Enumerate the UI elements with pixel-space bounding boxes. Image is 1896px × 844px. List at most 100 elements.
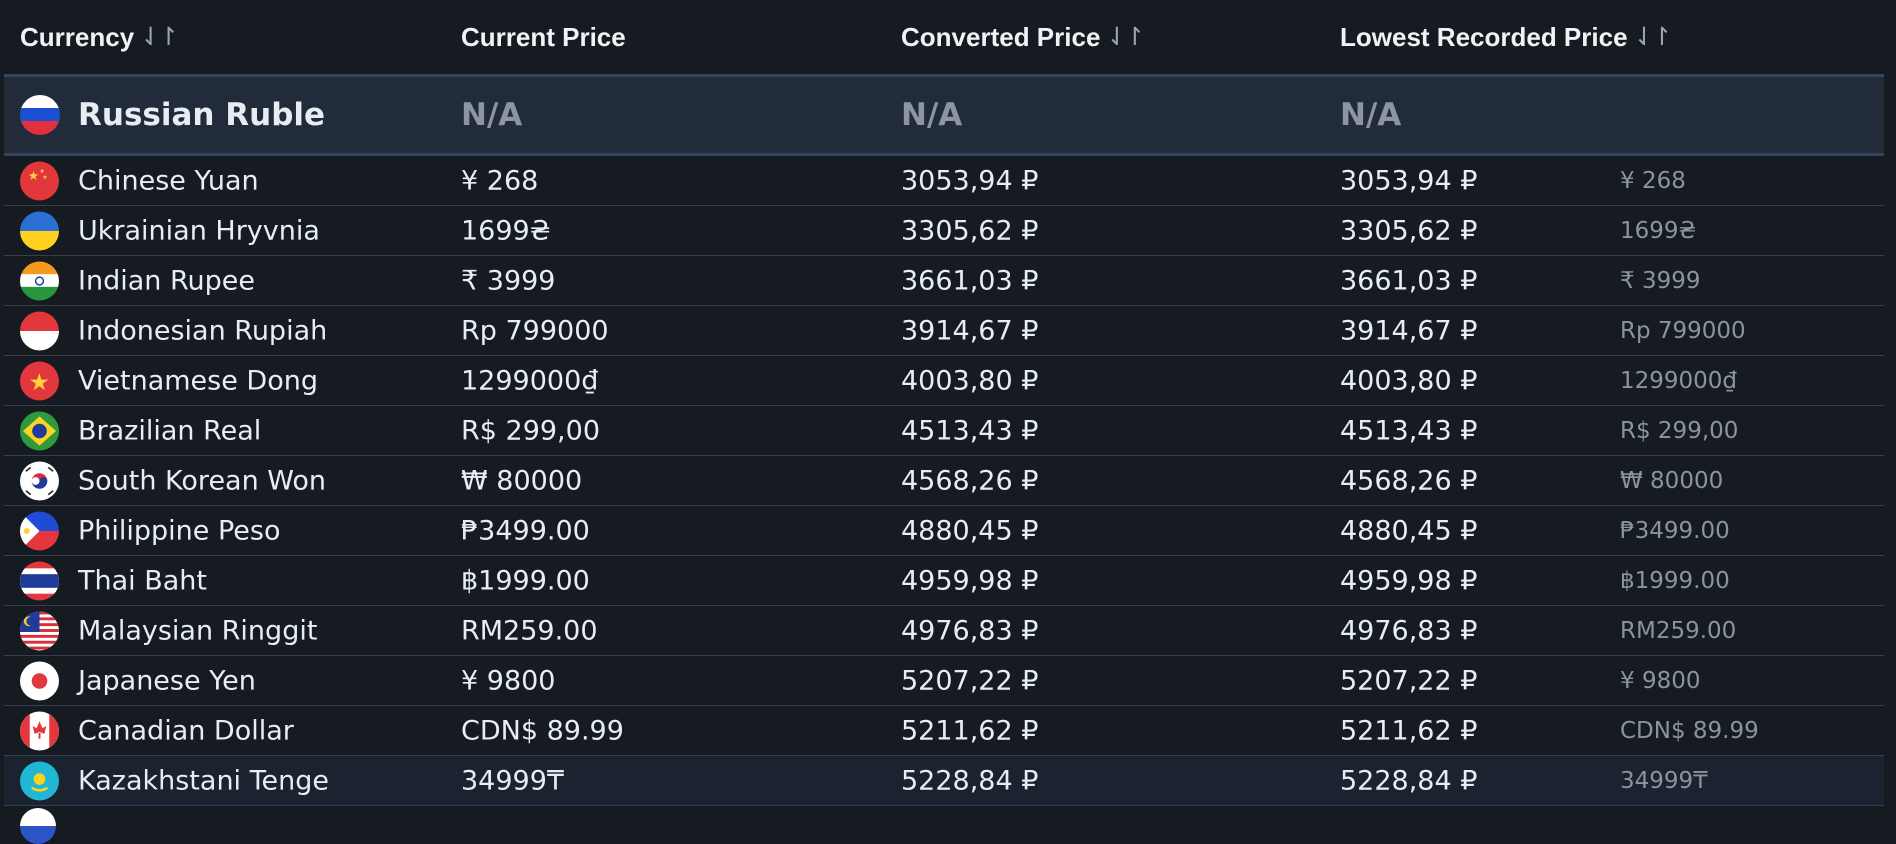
table-row[interactable]: Brazilian Real R$ 299,00 4513,43 ₽ 4513,43 … bbox=[4, 406, 1884, 456]
price-table: Currency ⇃↾ Current Price Converted Pric… bbox=[4, 0, 1884, 806]
lowest-price: 4880,45 ₽ bbox=[1340, 515, 1478, 546]
currency-name: Japanese Yen bbox=[78, 665, 256, 696]
svg-text:★: ★ bbox=[28, 168, 39, 183]
flag-kazakhstan-icon bbox=[20, 761, 59, 800]
table-row[interactable]: South Korean Won ₩ 80000 4568,26 ₽ 4568,26 … bbox=[4, 456, 1884, 506]
lowest-price: 3053,94 ₽ bbox=[1340, 165, 1478, 196]
col-header-converted-price[interactable]: Converted Price ⇃↾ bbox=[901, 21, 1145, 53]
current-price: ¥ 9800 bbox=[461, 665, 556, 696]
converted-price: 3305,62 ₽ bbox=[901, 215, 1039, 246]
converted-price: 4568,26 ₽ bbox=[901, 465, 1039, 496]
current-price: ฿1999.00 bbox=[461, 565, 590, 596]
flag-india-icon bbox=[20, 261, 59, 300]
flag-canada-icon bbox=[20, 711, 59, 750]
converted-price: 5207,22 ₽ bbox=[901, 665, 1039, 696]
currency-name: Thai Baht bbox=[78, 565, 208, 596]
col-header-converted-price-label: Converted Price bbox=[901, 21, 1101, 52]
current-price: ₩ 80000 bbox=[461, 465, 583, 496]
lowest-original-price: 34999₸ bbox=[1620, 767, 1708, 794]
lowest-original-price: ₩ 80000 bbox=[1620, 467, 1724, 494]
lowest-price: 5207,22 ₽ bbox=[1340, 665, 1478, 696]
table-row[interactable]: Japanese Yen ¥ 9800 5207,22 ₽ 5207,22 ₽ ¥ 98… bbox=[4, 656, 1884, 706]
flag-japan-icon bbox=[20, 661, 59, 700]
table-header: Currency ⇃↾ Current Price Converted Pric… bbox=[4, 0, 1884, 77]
sort-icon[interactable]: ⇃↾ bbox=[1106, 23, 1145, 51]
converted-price: 3053,94 ₽ bbox=[901, 165, 1039, 196]
lowest-original-price: ฿1999.00 bbox=[1620, 567, 1730, 594]
flag-south-korea-icon bbox=[20, 461, 59, 500]
current-price: N/A bbox=[461, 97, 523, 133]
currency-name: Russian Ruble bbox=[78, 97, 326, 133]
table-row[interactable]: Kazakhstani Tenge 34999₸ 5228,84 ₽ 5228,84 … bbox=[4, 756, 1884, 806]
lowest-original-price: ₹ 3999 bbox=[1620, 267, 1701, 294]
currency-name: Indian Rupee bbox=[78, 265, 255, 296]
lowest-original-price: Rp 799000 bbox=[1620, 317, 1746, 344]
converted-price: 5228,84 ₽ bbox=[901, 765, 1039, 796]
converted-price: 4880,45 ₽ bbox=[901, 515, 1039, 546]
currency-name: Vietnamese Dong bbox=[78, 365, 318, 396]
currency-name: Kazakhstani Tenge bbox=[78, 765, 330, 796]
currency-name: South Korean Won bbox=[78, 465, 327, 496]
flag-indonesia-icon bbox=[20, 311, 59, 350]
flag-partial-icon bbox=[20, 808, 56, 844]
table-row[interactable]: Thai Baht ฿1999.00 4959,98 ₽ 4959,98 ₽ ฿1999… bbox=[4, 556, 1884, 606]
current-price: Rp 799000 bbox=[461, 315, 609, 346]
table-row[interactable]: ★ Vietnamese Dong 1299000₫ 4003,80 ₽ 4003,80… bbox=[4, 356, 1884, 406]
svg-text:★: ★ bbox=[42, 174, 47, 181]
current-price: CDN$ 89.99 bbox=[461, 715, 624, 746]
flag-china-icon: ★ ★ ★ bbox=[20, 161, 59, 200]
currency-name: Philippine Peso bbox=[78, 515, 281, 546]
flag-ukraine-icon bbox=[20, 211, 59, 250]
current-price: R$ 299,00 bbox=[461, 415, 600, 446]
converted-price: 5211,62 ₽ bbox=[901, 715, 1039, 746]
table-row[interactable]: Indonesian Rupiah Rp 799000 3914,67 ₽ 3914,… bbox=[4, 306, 1884, 356]
col-header-lowest-price-label: Lowest Recorded Price bbox=[1340, 21, 1628, 52]
table-row[interactable]: Canadian Dollar CDN$ 89.99 5211,62 ₽ 5211,6… bbox=[4, 706, 1884, 756]
table-row[interactable]: ★ ★ ★ Chinese Yuan ¥ 268 3053,94 ₽ 3053,94 ₽ ¥ … bbox=[4, 156, 1884, 206]
col-header-current-price-label: Current Price bbox=[461, 21, 626, 52]
lowest-price: 4513,43 ₽ bbox=[1340, 415, 1478, 446]
lowest-original-price: ₱3499.00 bbox=[1620, 517, 1730, 544]
lowest-price: 4003,80 ₽ bbox=[1340, 365, 1478, 396]
lowest-price: 3914,67 ₽ bbox=[1340, 315, 1478, 346]
table-row[interactable]: Ukrainian Hryvnia 1699₴ 3305,62 ₽ 3305,62 ₽… bbox=[4, 206, 1884, 256]
lowest-price: 4976,83 ₽ bbox=[1340, 615, 1478, 646]
lowest-original-price: RM259.00 bbox=[1620, 617, 1737, 644]
current-price: ₹ 3999 bbox=[461, 265, 556, 296]
col-header-lowest-price[interactable]: Lowest Recorded Price ⇃↾ bbox=[1340, 21, 1673, 53]
sort-icon[interactable]: ⇃↾ bbox=[1633, 23, 1673, 51]
current-price: ¥ 268 bbox=[461, 165, 539, 196]
table-row[interactable]: Malaysian Ringgit RM259.00 4976,83 ₽ 4976,8… bbox=[4, 606, 1884, 656]
converted-price: 3661,03 ₽ bbox=[901, 265, 1039, 296]
lowest-original-price: 1699₴ bbox=[1620, 217, 1697, 244]
table-row[interactable]: Indian Rupee ₹ 3999 3661,03 ₽ 3661,03 ₽ ₹ 39… bbox=[4, 256, 1884, 306]
current-price: RM259.00 bbox=[461, 615, 598, 646]
converted-price: 4959,98 ₽ bbox=[901, 565, 1039, 596]
currency-name: Ukrainian Hryvnia bbox=[78, 215, 320, 246]
svg-text:★: ★ bbox=[29, 367, 50, 395]
currency-name: Chinese Yuan bbox=[78, 165, 259, 196]
col-header-currency[interactable]: Currency ⇃↾ bbox=[20, 22, 179, 53]
flag-philippines-icon bbox=[20, 511, 59, 550]
current-price: 1299000₫ bbox=[461, 365, 599, 396]
flag-vietnam-icon: ★ bbox=[20, 361, 59, 400]
currency-name: Indonesian Rupiah bbox=[78, 315, 328, 346]
lowest-price: 3305,62 ₽ bbox=[1340, 215, 1478, 246]
currency-name: Canadian Dollar bbox=[78, 715, 294, 746]
svg-text:★: ★ bbox=[40, 168, 45, 175]
table-row-featured[interactable]: Russian Ruble N/A N/A N/A bbox=[4, 77, 1884, 156]
col-header-current-price: Current Price bbox=[461, 22, 626, 53]
currency-name: Malaysian Ringgit bbox=[78, 615, 318, 646]
current-price: 34999₸ bbox=[461, 765, 565, 796]
flag-russia-icon bbox=[20, 95, 60, 135]
currency-name: Brazilian Real bbox=[78, 415, 262, 446]
table-row[interactable]: Philippine Peso ₱3499.00 4880,45 ₽ 4880,45 … bbox=[4, 506, 1884, 556]
converted-price: 4513,43 ₽ bbox=[901, 415, 1039, 446]
current-price: ₱3499.00 bbox=[461, 515, 590, 546]
lowest-price: 5211,62 ₽ bbox=[1340, 715, 1478, 746]
converted-price: 4976,83 ₽ bbox=[901, 615, 1039, 646]
sort-icon[interactable]: ⇃↾ bbox=[140, 23, 179, 51]
lowest-price: 3661,03 ₽ bbox=[1340, 265, 1478, 296]
lowest-price: 5228,84 ₽ bbox=[1340, 765, 1478, 796]
lowest-original-price: ¥ 268 bbox=[1620, 167, 1686, 194]
